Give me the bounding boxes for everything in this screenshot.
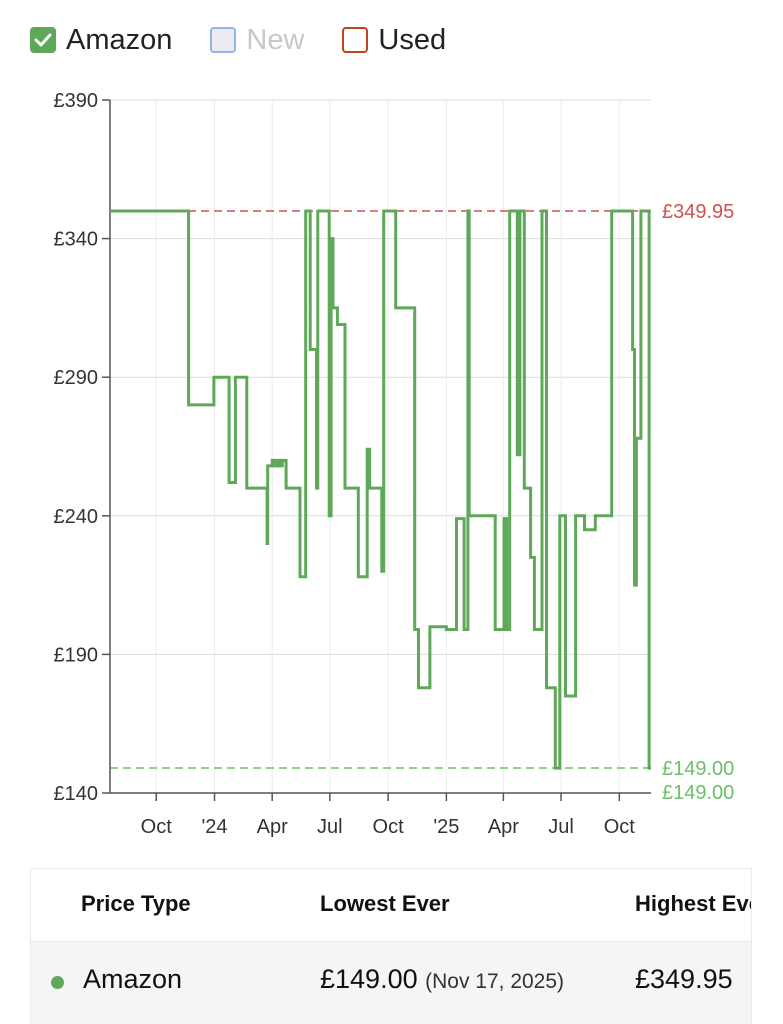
x-tick-label: Apr [257, 816, 288, 838]
table-header: Price Type Lowest Ever Highest Ever [31, 869, 751, 942]
series-lines [110, 209, 651, 770]
legend-used-label: Used [378, 23, 447, 56]
legend-used[interactable]: Used [342, 24, 446, 57]
y-tick-label: £140 [54, 783, 99, 805]
y-tick-label: £290 [54, 367, 99, 389]
x-tick-label: Jul [548, 816, 574, 838]
x-tick-label: Apr [488, 816, 519, 838]
row-lowest-date: (Nov 17, 2025) [425, 970, 565, 993]
x-tick-label: '24 [201, 816, 227, 838]
row-price-type: Amazon [83, 964, 183, 994]
price-table: Price Type Lowest Ever Highest Ever Amaz… [30, 868, 752, 1024]
price-history-chart: £349.95 £149.00£149.00 £140 £190 £240 £290 £3… [54, 90, 735, 838]
y-tick-label: £190 [54, 644, 99, 666]
row-lowest: £149.00 (Nov 17, 2025) [320, 964, 564, 995]
reference-lines: £349.95 £149.00£149.00 [110, 201, 734, 804]
x-tick-label: Oct [373, 816, 405, 838]
reference-line-label: £149.00 [662, 758, 734, 780]
column-header-lowest-ever: Lowest Ever [320, 891, 450, 916]
x-tick-label: Oct [604, 816, 636, 838]
legend-new[interactable]: New [210, 24, 304, 57]
checkbox-unchecked-icon[interactable] [342, 27, 369, 53]
column-header-price-type: Price Type [81, 891, 191, 916]
x-tick-label: Jul [317, 816, 343, 838]
axes [102, 99, 651, 801]
x-tick-label: '25 [433, 816, 459, 838]
y-tick-label: £340 [54, 229, 99, 251]
y-tick-label: £390 [54, 90, 99, 112]
end-price-label: £149.00 [662, 782, 734, 804]
checkbox-checked-icon[interactable] [30, 27, 56, 53]
grid [110, 99, 651, 794]
series-line-amazon [110, 209, 651, 770]
reference-line-label: £349.95 [662, 201, 734, 223]
x-tick-label: Oct [141, 816, 173, 838]
column-header-highest-ever: Highest Ever [635, 891, 751, 916]
legend-amazon[interactable]: Amazon [30, 24, 172, 57]
legend: Amazon New Used [30, 20, 484, 60]
amazon-dot-icon [51, 976, 64, 989]
legend-amazon-label: Amazon [66, 23, 173, 56]
row-lowest-price: £149.00 [320, 964, 418, 994]
tick-labels: £140 £190 £240 £290 £340 £390 Oct '24 Apr Jul Oct '… [54, 90, 636, 838]
y-tick-label: £240 [54, 506, 99, 528]
row-highest-price: £349.95 [635, 964, 733, 994]
checkbox-unchecked-icon[interactable] [210, 27, 237, 53]
legend-new-label: New [246, 23, 305, 56]
table-row: Amazon £149.00 (Nov 17, 2025) £349.95 [31, 942, 751, 1024]
